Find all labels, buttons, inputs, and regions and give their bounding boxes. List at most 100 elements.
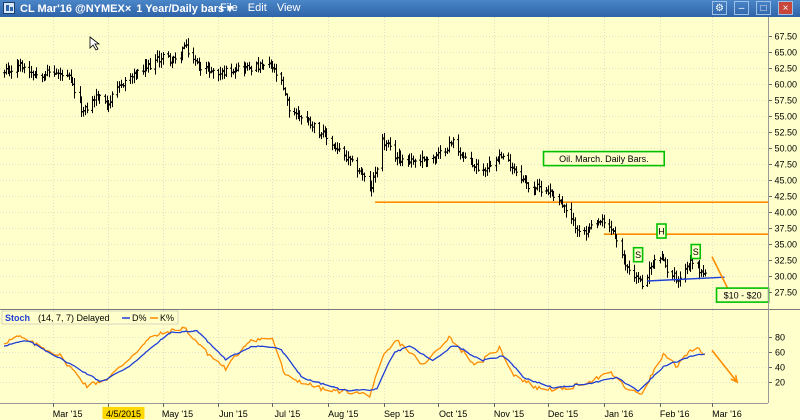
ohlc-bar	[116, 81, 119, 98]
ohlc-bar	[275, 63, 278, 82]
window-title: CL Mar'16 @NYMEX× 1 Year/Daily bars ▾	[20, 2, 233, 15]
ohlc-bar	[666, 259, 669, 278]
ohlc-bar	[515, 166, 518, 177]
stoch-legend-background	[1, 310, 179, 325]
ohlc-bar	[5, 63, 8, 75]
ohlc-bar	[208, 62, 211, 78]
ohlc-bar	[486, 163, 489, 176]
ohlc-bar	[268, 56, 271, 69]
menu-edit[interactable]: Edit	[247, 2, 267, 14]
annotation-text: S	[635, 250, 641, 260]
chart-area[interactable]: 67.50 65.00 62.50 60.00 57.50 55.00 52.50 50.00…	[0, 17, 800, 420]
stoch-legend[interactable]: Stoch (14, 7, 7) Delayed D% K%	[1, 310, 179, 325]
x-axis-background	[0, 403, 800, 420]
ohlc-bar	[540, 180, 543, 197]
price-y-tick-label: 50.00	[774, 144, 797, 154]
ohlc-bar	[147, 59, 150, 73]
ohlc-bar	[225, 65, 228, 78]
ohlc-bar	[500, 151, 503, 159]
ohlc-bar	[558, 193, 561, 206]
ohlc-bar	[387, 139, 390, 148]
ohlc-bar	[401, 154, 404, 167]
ohlc-bar	[653, 254, 656, 269]
price-y-tick-label: 42.50	[774, 192, 797, 202]
ohlc-bar	[545, 187, 548, 195]
stoch-y-tick-label: 20	[775, 378, 785, 388]
ohlc-bar	[104, 94, 107, 104]
annotation-label[interactable]: $10 - $20	[715, 287, 770, 303]
ohlc-bar	[91, 96, 94, 114]
ohlc-bar	[446, 147, 449, 154]
ohlc-bar	[511, 162, 514, 175]
x-tick-label: 4/5/2015	[106, 409, 141, 419]
ohlc-bar	[244, 62, 247, 74]
ohlc-bar	[597, 218, 600, 226]
annotation-label[interactable]: S	[690, 243, 702, 260]
k-legend-label: K%	[160, 313, 174, 323]
gear-icon[interactable]: ⚙	[712, 1, 727, 15]
ohlc-bar	[343, 146, 346, 161]
ohlc-bar	[412, 155, 415, 165]
maximize-button[interactable]: □	[756, 1, 771, 15]
ohlc-bar	[280, 71, 283, 85]
ohlc-bar	[522, 175, 525, 183]
ohlc-bar	[561, 196, 564, 208]
ohlc-bar	[639, 275, 642, 283]
ohlc-bar	[588, 223, 591, 233]
timeframe-dropdown-icon[interactable]: ▾	[227, 3, 233, 15]
ohlc-bar	[389, 137, 392, 151]
ohlc-bar	[376, 167, 379, 178]
ohlc-bar	[273, 63, 276, 73]
ohlc-bar	[183, 42, 186, 50]
stoch-legend-name: Stoch	[5, 313, 30, 323]
price-y-tick-label: 55.00	[774, 112, 797, 122]
ohlc-bar	[336, 142, 339, 155]
ohlc-bar	[383, 132, 386, 151]
x-tick-label: Mar '15	[53, 409, 83, 419]
menu-file[interactable]: File	[220, 2, 238, 14]
ohlc-bar	[32, 70, 35, 81]
annotation-label[interactable]: Oil. March. Daily Bars.	[542, 150, 666, 167]
price-y-tick-label: 62.50	[774, 64, 797, 74]
ohlc-bar	[322, 124, 325, 138]
ohlc-bar	[457, 134, 460, 156]
title-bar: CL Mar'16 @NYMEX× 1 Year/Daily bars ▾ File…	[0, 0, 800, 17]
price-y-axis: 67.50 65.00 62.50 60.00 57.50 55.00 52.50 50.00…	[768, 32, 797, 298]
ohlc-bar	[356, 157, 359, 178]
ohlc-bar	[534, 186, 537, 196]
ohlc-bar	[187, 38, 190, 58]
menu-view[interactable]: View	[276, 2, 301, 14]
price-y-tick-label: 40.00	[774, 208, 797, 218]
ohlc-bar	[41, 73, 44, 83]
close-button[interactable]: ×	[778, 1, 793, 15]
ohlc-bar	[615, 234, 618, 248]
ohlc-bar	[286, 93, 289, 106]
neckline	[647, 276, 725, 282]
annotation-label[interactable]: S	[632, 246, 644, 263]
ohlc-bar	[284, 87, 287, 96]
ohlc-bar	[271, 60, 274, 73]
annotation-box	[542, 150, 666, 167]
ohlc-bar	[293, 107, 296, 116]
stoch-forecast-arrow	[711, 349, 739, 384]
ohlc-bar	[473, 163, 476, 172]
timeframe-label[interactable]: 1 Year/Daily bars	[136, 3, 225, 15]
ohlc-bar	[318, 121, 321, 139]
annotation-label[interactable]: H	[656, 223, 667, 239]
ohlc-bar	[23, 63, 26, 74]
annotation-box	[632, 246, 644, 263]
ohlc-bar	[295, 108, 298, 120]
x-tick-label: Feb '16	[660, 409, 690, 419]
symbol-close-icon[interactable]: ×	[124, 3, 132, 15]
ohlc-bar	[421, 150, 424, 169]
stoch-legend-params: (14, 7, 7) Delayed	[38, 313, 110, 323]
minimize-button[interactable]: –	[734, 1, 749, 15]
ohlc-bar	[450, 140, 453, 147]
x-tick-label: Sep '15	[384, 409, 414, 419]
ohlc-bar	[552, 190, 555, 201]
x-tick-label: Jan '16	[604, 409, 633, 419]
ohlc-bar	[237, 62, 240, 72]
ohlc-bar	[686, 261, 689, 275]
x-axis: Mar '15 4/5/2015 May '15 Jun '15 Jul '15 Aug …	[0, 403, 800, 420]
ohlc-bar	[255, 61, 258, 72]
